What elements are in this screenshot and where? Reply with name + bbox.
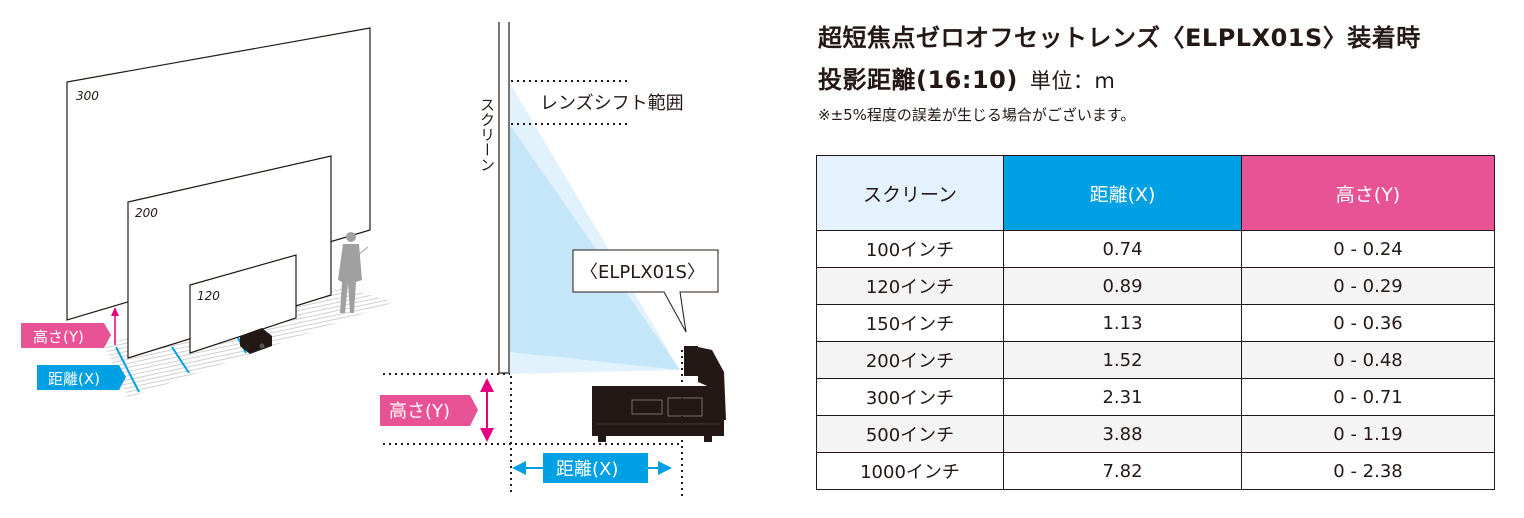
distance-marker [115, 346, 140, 393]
height-label-box [380, 395, 478, 426]
height-label: 高さ(Y) [389, 401, 450, 422]
distance-cell: 2.31 [1003, 378, 1242, 416]
table-row: 500インチ 3.88 0 - 1.19 [816, 415, 1495, 453]
table-row: 300インチ 2.31 0 - 0.71 [816, 378, 1495, 416]
header-height: 高さ(Y) [1241, 155, 1495, 231]
screen-size-cell: 150インチ [816, 304, 1004, 342]
table-row: 100インチ 0.74 0 - 0.24 [816, 230, 1495, 268]
screen-120 [189, 254, 297, 354]
height-cell: 0 - 1.19 [1241, 415, 1495, 453]
table-row: 200インチ 1.52 0 - 0.48 [816, 341, 1495, 379]
distance-label: 距離(X) [556, 459, 618, 480]
table-row: 150インチ 1.13 0 - 0.36 [816, 304, 1495, 342]
height-label: 高さ(Y) [33, 328, 84, 346]
distance-cell: 1.52 [1003, 341, 1242, 379]
screen-size-cell: 500インチ [816, 415, 1004, 453]
arrow-head-icon [111, 307, 119, 316]
table-body: 100インチ 0.74 0 - 0.24 120インチ 0.89 0 - 0.29 150イ… [816, 230, 1495, 490]
projection-distance-table: スクリーン 距離(X) 高さ(Y) 100インチ 0.74 0 - 0.24 120イ… [816, 155, 1495, 490]
distance-cell: 3.88 [1003, 415, 1242, 453]
projector-large [592, 346, 726, 442]
projector-small [240, 328, 272, 354]
table-row: 1000インチ 7.82 0 - 2.38 [816, 452, 1495, 490]
distance-cell: 7.82 [1003, 452, 1242, 490]
height-cell: 0 - 0.29 [1241, 267, 1495, 305]
height-cell: 0 - 0.48 [1241, 341, 1495, 379]
screen-text: スクリーン [478, 97, 496, 172]
isometric-view: 300 200 120 高さ(Y) 距離(X) [21, 27, 394, 398]
distance-label: 距離(X) [48, 370, 100, 388]
height-cell: 0 - 0.36 [1241, 304, 1495, 342]
svg-text:〈ELPLX01S〉: 〈ELPLX01S〉 [580, 262, 705, 283]
screen-label-200: 200 [135, 206, 158, 220]
distance-cell: 1.13 [1003, 304, 1242, 342]
person-silhouette [338, 232, 369, 313]
projection-beam-inner [510, 125, 680, 370]
table-header-row: スクリーン 距離(X) 高さ(Y) [816, 155, 1495, 231]
lens-callout: 〈ELPLX01S〉 [572, 249, 719, 333]
side-view: スクリーン レンズシフト範囲 〈ELPLX01S〉 高さ(Y) [380, 22, 726, 496]
screen-label-120: 120 [197, 289, 220, 303]
screen-label-300: 300 [76, 89, 99, 103]
height-label-box [21, 323, 111, 348]
error-note: ※±5%程度の誤差が生じる場合がございます。 [818, 106, 1136, 124]
distance-cell: 0.89 [1003, 267, 1242, 305]
height-cell: 0 - 0.24 [1241, 230, 1495, 268]
header-screen: スクリーン [816, 155, 1004, 231]
screen-size-cell: 1000インチ [816, 452, 1004, 490]
title-line-1: 超短焦点ゼロオフセットレンズ〈ELPLX01S〉装着時 [818, 24, 1421, 52]
distance-label-box [543, 453, 648, 483]
table-row: 120インチ 0.89 0 - 0.29 [816, 267, 1495, 305]
title-line-2: 投影距離(16:10) 単位：m [818, 60, 1115, 95]
screen-size-cell: 120インチ [816, 267, 1004, 305]
title-text: 投影距離(16:10) [818, 66, 1018, 94]
unit-label: 単位：m [1029, 69, 1116, 93]
height-cell: 0 - 0.71 [1241, 378, 1495, 416]
lens-shift-label: レンズシフト範囲 [540, 93, 684, 114]
distance-cell: 0.74 [1003, 230, 1242, 268]
screen-size-cell: 100インチ [816, 230, 1004, 268]
distance-label-box [37, 365, 126, 390]
distance-marker [171, 346, 190, 374]
projection-diagram: 300 200 120 高さ(Y) 距離(X) スクリーン レンズシフト範囲 [21, 22, 726, 496]
screen-size-cell: 200インチ [816, 341, 1004, 379]
screen-size-cell: 300インチ [816, 378, 1004, 416]
header-distance: 距離(X) [1003, 155, 1242, 231]
height-double-arrow [480, 378, 494, 442]
height-cell: 0 - 2.38 [1241, 452, 1495, 490]
